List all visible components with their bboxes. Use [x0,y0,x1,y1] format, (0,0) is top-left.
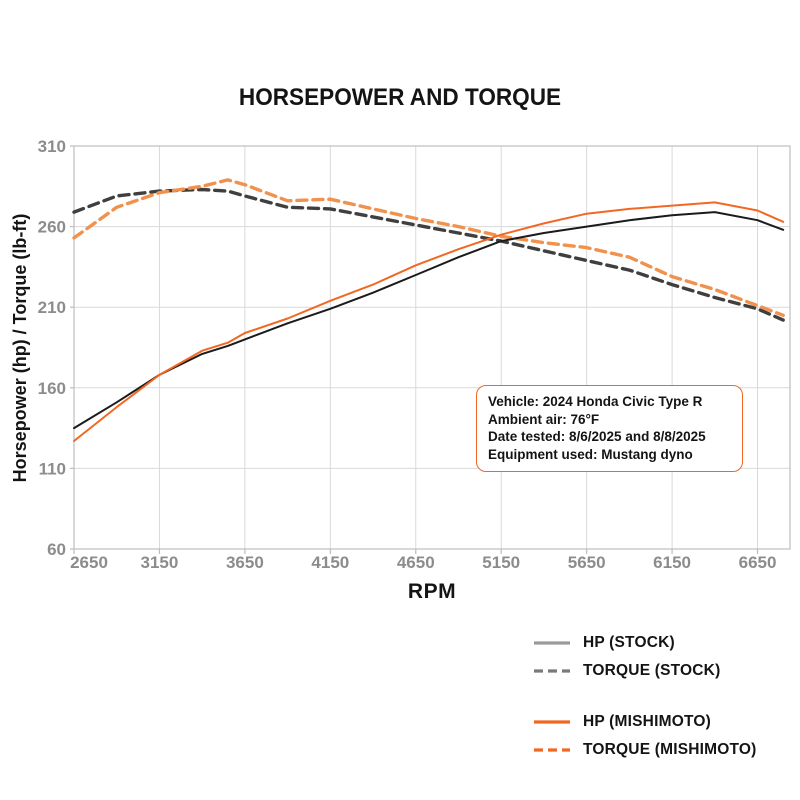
x-tick-label-6650: 6650 [739,553,777,572]
legend-label: HP (STOCK) [583,634,675,651]
x-tick-label-4650: 4650 [397,553,435,572]
line-hp-stock [73,211,785,430]
x-tick-label-6150: 6150 [653,553,691,572]
legend-item-torque-mishimoto: TORQUE (MISHIMOTO) [533,736,757,764]
annotation-line-vehicle: Vehicle: 2024 Honda Civic Type R [488,394,703,409]
y-tick-label-160: 160 [38,379,66,398]
plot-border [73,145,791,550]
y-tick-label-210: 210 [38,298,66,317]
legend-item-hp-mishimoto: HP (MISHIMOTO) [533,708,757,736]
x-tick-label-4150: 4150 [311,553,349,572]
legend-label: HP (MISHIMOTO) [583,713,711,730]
legend-swatch-solid-line-icon [534,641,570,645]
x-tick-label-3150: 3150 [141,553,179,572]
y-tick-label-260: 260 [38,218,66,237]
plot-area: 60 110 160 210 260 310 2650 3150 3650 4150 4650 515… [38,137,791,572]
x-tick-label-2650: 2650 [70,553,108,572]
legend-swatch-solid-line-icon [534,720,570,724]
line-torque-mishimoto [72,178,785,317]
y-tick-label-60: 60 [47,540,66,559]
legend-swatch-dashed-line-icon [534,669,570,673]
annotation-line-date: Date tested: 8/6/2025 and 8/8/2025 [488,429,706,444]
line-torque-stock [72,187,785,322]
y-tick-label-110: 110 [39,459,66,478]
legend-item-torque-stock: TORQUE (STOCK) [533,657,757,685]
legend-label: TORQUE (STOCK) [583,662,721,679]
annotation-line-equipment: Equipment used: Mustang dyno [488,446,693,462]
x-tick-label-5150: 5150 [482,553,520,572]
legend-item-hp-stock: HP (STOCK) [533,629,757,657]
x-tick-label-5650: 5650 [568,553,606,572]
legend-label: TORQUE (MISHIMOTO) [583,741,757,758]
line-hp-mishimoto [73,201,785,442]
annotation-box: Vehicle: 2024 Honda Civic Type R Ambient… [476,385,743,472]
annotation-line-ambient: Ambient air: 76°F [488,411,600,427]
x-tick-label-3650: 3650 [226,553,264,572]
x-axis-title: RPM [407,580,457,603]
legend: HP (STOCK) TORQUE (STOCK) HP (MISHIMOTO) TO… [533,629,757,764]
chart-title: HORSEPOWER AND TORQUE [238,84,562,111]
legend-swatch-dashed-line-icon [534,748,570,752]
y-tick-label-310: 310 [38,137,66,156]
